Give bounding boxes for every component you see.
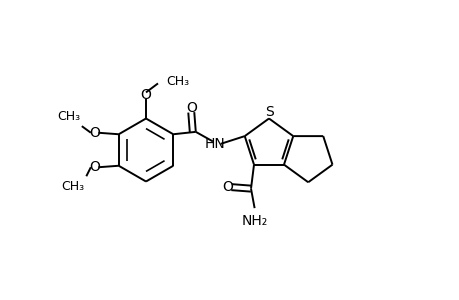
Text: O: O — [89, 160, 100, 174]
Text: O: O — [140, 88, 151, 102]
Text: HN: HN — [204, 137, 225, 151]
Text: NH₂: NH₂ — [241, 214, 268, 227]
Text: S: S — [265, 106, 274, 119]
Text: CH₃: CH₃ — [57, 110, 80, 122]
Text: O: O — [186, 100, 197, 115]
Text: O: O — [89, 126, 100, 140]
Text: CH₃: CH₃ — [166, 75, 189, 88]
Text: O: O — [221, 180, 232, 194]
Text: CH₃: CH₃ — [62, 180, 84, 193]
